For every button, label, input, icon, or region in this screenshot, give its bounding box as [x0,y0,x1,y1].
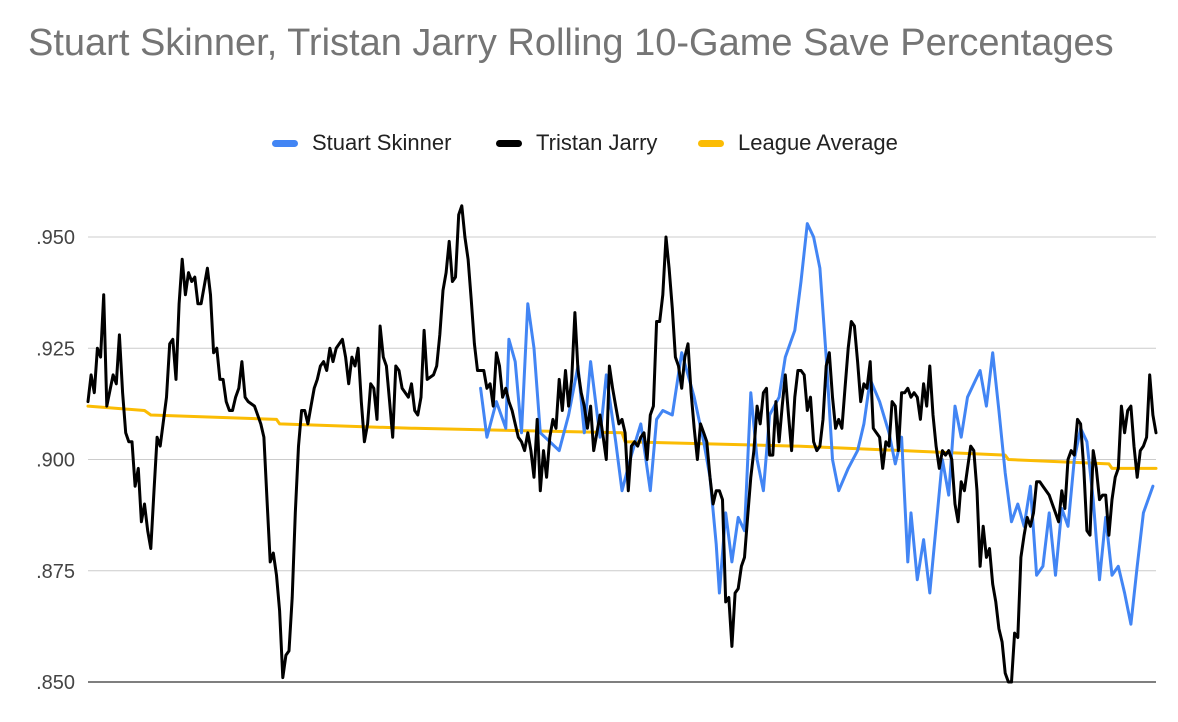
series-line-stuart-skinner [479,222,1155,626]
gridlines [88,236,1156,683]
y-tick-label-925: .925 [36,338,75,360]
legend-swatch-league-average [698,139,724,147]
y-axis-ticks: .850 .875 .900 .925 .950 [36,227,75,694]
legend-swatch-stuart-skinner [272,139,298,147]
legend-label-league-average: League Average [738,130,898,155]
legend-item-stuart-skinner: Stuart Skinner [272,128,451,158]
legend-label-stuart-skinner: Stuart Skinner [312,130,452,155]
y-tick-label-875: .875 [36,561,75,583]
y-tick-label-900: .900 [36,450,75,472]
series-line-league-average [86,404,1158,470]
y-tick-label-950: .950 [36,227,75,249]
chart-title: Stuart Skinner, Tristan Jarry Rolling 10… [28,22,1114,64]
legend: Stuart Skinner Tristan Jarry League Aver… [0,128,1178,158]
y-tick-label-850: .850 [36,672,75,694]
series-lines [86,204,1158,684]
legend-item-tristan-jarry: Tristan Jarry [496,128,657,158]
legend-label-tristan-jarry: Tristan Jarry [536,130,658,155]
series-line-tristan-jarry [86,204,1158,684]
legend-item-league-average: League Average [698,128,898,158]
legend-swatch-tristan-jarry [496,139,522,147]
